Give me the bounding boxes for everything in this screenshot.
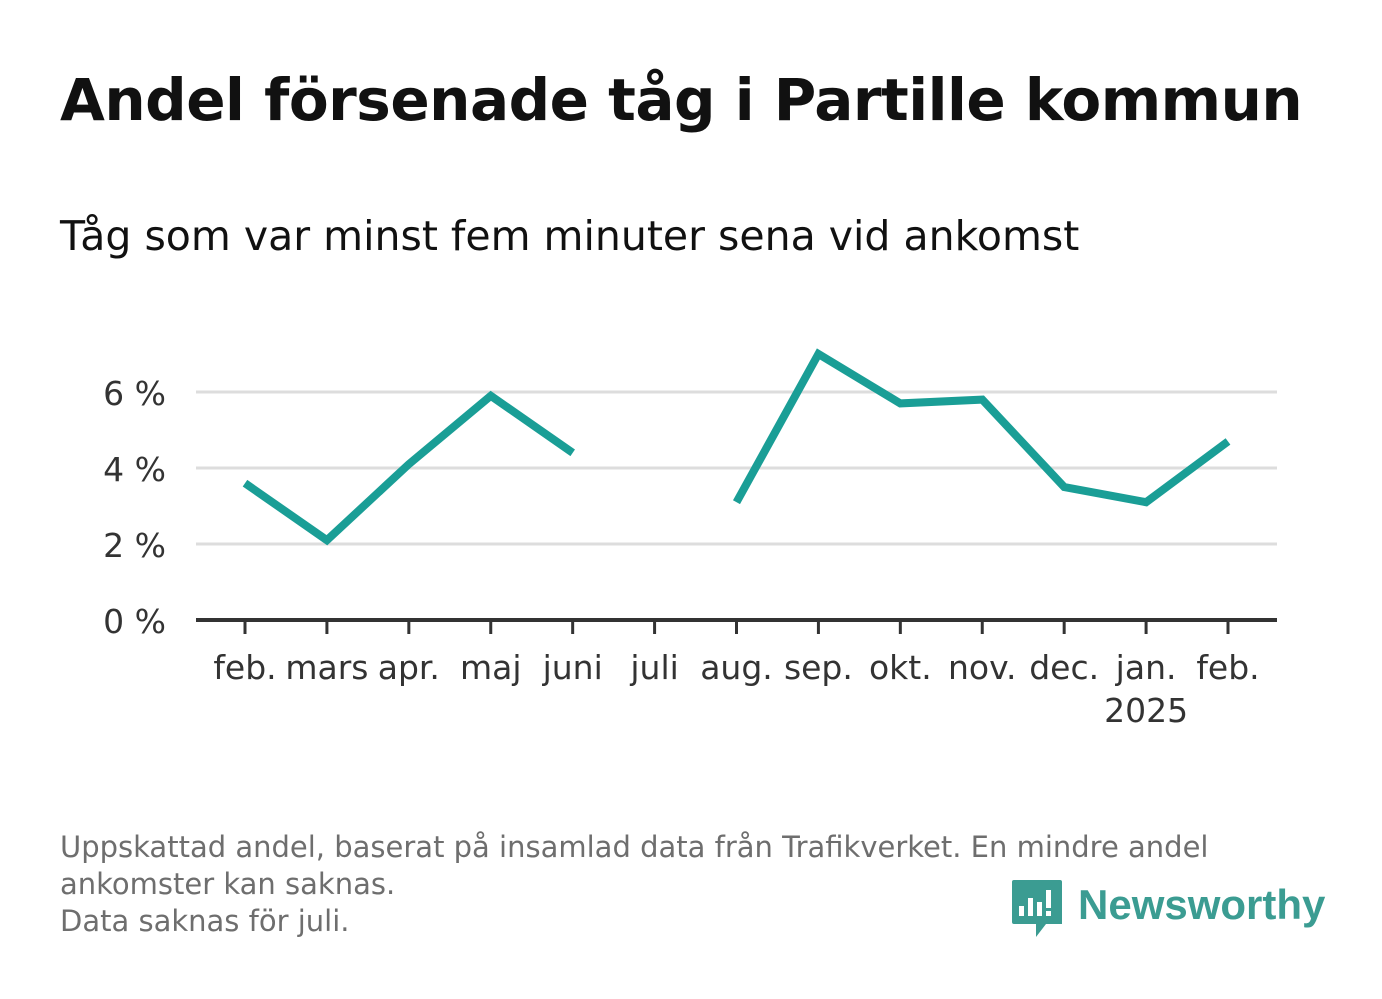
y-tick-label: 6 %: [103, 374, 166, 413]
x-tick-label: juli: [629, 648, 678, 687]
y-tick-label: 0 %: [103, 602, 166, 641]
data-point: [326, 540, 327, 541]
series-line-segment: [732, 348, 1231, 507]
x-tick-label: nov.: [948, 648, 1017, 687]
brand-logo: Newsworthy: [1010, 878, 1325, 940]
x-tick-label: sep.: [784, 648, 853, 687]
x-tick-label: dec.: [1029, 648, 1099, 687]
y-tick-label: 2 %: [103, 526, 166, 565]
data-series: [242, 348, 1231, 546]
data-point: [408, 464, 409, 465]
data-point: [982, 399, 983, 400]
data-point: [1228, 441, 1229, 442]
data-point: [245, 483, 246, 484]
y-axis-tick-labels: 0 % 2 % 4 % 6 %: [103, 374, 166, 641]
footnote: Uppskattad andel, baserat på insamlad da…: [60, 829, 1330, 940]
x-tick-label: maj: [460, 648, 522, 687]
x-axis-tick-labels: feb. mars apr. maj juni juli aug. sep. okt. nov. d…: [213, 648, 1259, 730]
x-tick-label: mars: [285, 648, 368, 687]
series-line-segment: [242, 390, 575, 546]
x-tick-label: aug.: [700, 648, 773, 687]
data-point: [1064, 487, 1065, 488]
data-point: [572, 452, 573, 453]
chart-subtitle: Tåg som var minst fem minuter sena vid a…: [60, 212, 1080, 260]
y-tick-label: 4 %: [103, 450, 166, 489]
missing-data-note: Data saknas för juli.: [60, 904, 350, 938]
x-tick-label: apr.: [378, 648, 440, 687]
grid-lines: [196, 390, 1277, 546]
x-tick-label: juni: [542, 648, 603, 687]
x-tick-label: feb.: [213, 648, 276, 687]
x-tick-label: feb.: [1196, 648, 1259, 687]
data-point: [490, 395, 491, 396]
brand-name: Newsworthy: [1078, 881, 1326, 928]
source-note: Uppskattad andel, baserat på insamlad da…: [60, 830, 1209, 901]
x-tick-year-label: 2025: [1104, 691, 1188, 730]
newsworthy-logo-icon: [1012, 880, 1062, 937]
data-point: [818, 354, 819, 355]
x-axis: [196, 618, 1277, 634]
data-point: [736, 502, 737, 503]
data-point: [900, 403, 901, 404]
chart-title: Andel försenade tåg i Partille kommun: [60, 66, 1303, 134]
line-chart: 0 %2 %4 %6 % feb. mars apr. maj juni juli aug.…: [103, 348, 1277, 730]
x-tick-label: jan.: [1115, 648, 1177, 687]
x-tick-label: okt.: [869, 648, 932, 687]
data-point: [1146, 502, 1147, 503]
